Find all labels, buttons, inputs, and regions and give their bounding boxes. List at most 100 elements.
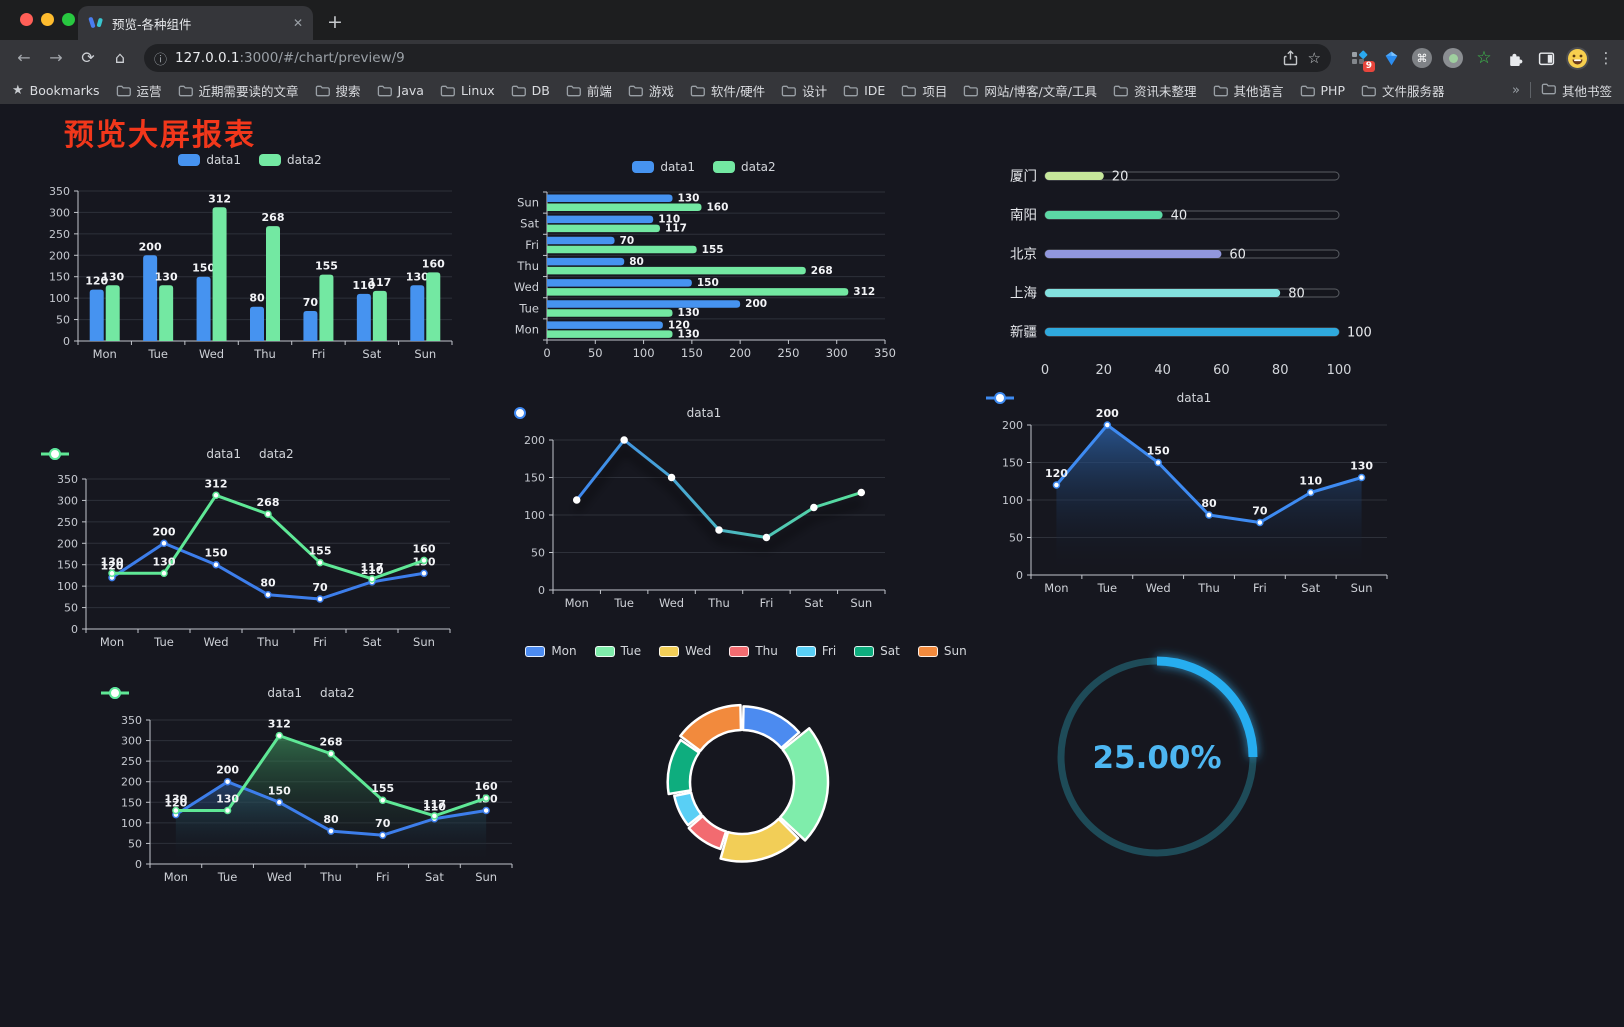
bar[interactable] — [303, 311, 318, 341]
bookmarks-label[interactable]: Bookmarks — [29, 82, 100, 98]
bar[interactable] — [250, 306, 264, 341]
back-button[interactable]: ← — [17, 48, 31, 67]
bar[interactable] — [319, 274, 334, 341]
extension-grid-icon[interactable]: 9 — [1349, 47, 1375, 72]
line-path[interactable] — [575, 438, 863, 539]
data-point[interactable] — [316, 558, 324, 567]
extension-gem-icon[interactable] — [1380, 47, 1402, 69]
bar[interactable] — [426, 272, 441, 341]
bar[interactable] — [105, 285, 120, 341]
data-point[interactable] — [482, 794, 490, 802]
bar[interactable] — [547, 266, 806, 275]
bookmark-folder-item[interactable]: 运营 — [116, 81, 162, 100]
legend-item-Sat[interactable]: Sat — [854, 644, 900, 658]
reload-button[interactable]: ⟳ — [81, 48, 95, 67]
data-point[interactable] — [160, 569, 168, 578]
data-point[interactable] — [316, 595, 324, 603]
bar[interactable] — [89, 289, 104, 341]
legend-item-Mon[interactable]: Mon — [525, 644, 577, 658]
bar[interactable] — [356, 293, 371, 341]
bookmark-folder-item[interactable]: DB — [511, 83, 550, 98]
legend-item-Sun[interactable]: Sun — [917, 644, 967, 658]
progress-fill[interactable] — [1045, 211, 1163, 219]
bar[interactable] — [547, 203, 702, 212]
data-point[interactable] — [1256, 518, 1264, 527]
extension-record-icon[interactable] — [1442, 47, 1464, 69]
data-point[interactable] — [1103, 421, 1112, 429]
bar[interactable] — [143, 255, 158, 341]
data-point[interactable] — [327, 749, 335, 758]
data-point[interactable] — [857, 488, 866, 497]
forward-button[interactable]: → — [49, 48, 63, 67]
address-bar[interactable]: ⓘ 127.0.0.1:3000/#/chart/preview/9 ☆ — [144, 44, 1331, 72]
chart-canvas[interactable]: 0 50 100 150 200 250 300 350 Mon Tue Wed Thu Fri Sat S… — [40, 145, 460, 367]
data-point[interactable] — [223, 806, 232, 815]
chart-canvas[interactable]: 厦门 20 南阳 40 北京 60 上海 80 新疆 100 0 20 40 60 80 100 — [995, 152, 1387, 396]
legend-item-data2[interactable]: data2 — [713, 160, 776, 174]
donut-segment-Mon[interactable] — [741, 705, 801, 750]
bookmark-folder-item[interactable]: 搜索 — [315, 81, 361, 100]
data-point[interactable] — [810, 503, 818, 512]
legend-item-data1[interactable]: data1 — [506, 406, 721, 420]
data-point[interactable] — [572, 496, 581, 504]
bookmark-star-icon[interactable]: ☆ — [1307, 49, 1321, 67]
legend-item-data1[interactable]: data1 — [178, 153, 241, 167]
home-button[interactable]: ⌂ — [114, 48, 126, 67]
chart-canvas[interactable]: 0 50 100 150 200 Mon Tue Wed Thu Fri Sat Sun — [505, 392, 903, 624]
data-point[interactable] — [368, 575, 376, 583]
extension-star-icon[interactable]: ☆ — [1476, 48, 1492, 68]
bar[interactable] — [547, 300, 741, 308]
extensions-puzzle-icon[interactable] — [1504, 47, 1526, 69]
data-point[interactable] — [378, 831, 387, 839]
new-tab-button[interactable]: + — [327, 11, 343, 33]
donut-segment-Tue[interactable] — [778, 727, 830, 842]
bookmark-folder-item[interactable]: 网站/博客/文章/工具 — [963, 81, 1097, 100]
progress-fill[interactable] — [1045, 328, 1339, 336]
chart-canvas[interactable]: 25.00% — [1040, 640, 1274, 874]
bar[interactable] — [547, 224, 660, 233]
bar[interactable] — [547, 330, 673, 338]
data-point[interactable] — [212, 560, 220, 569]
data-point[interactable] — [1306, 488, 1315, 497]
bookmark-folder-item[interactable]: 近期需要读的文章 — [178, 81, 299, 100]
tab-close-icon[interactable]: ✕ — [292, 16, 303, 30]
data-point[interactable] — [108, 569, 116, 578]
data-point[interactable] — [212, 491, 220, 500]
data-point[interactable] — [264, 590, 272, 599]
bookmark-folder-item[interactable]: Linux — [440, 83, 495, 98]
close-window-button[interactable] — [20, 13, 33, 26]
legend-item-data2[interactable]: data2 — [259, 153, 322, 167]
legend-item-data2[interactable]: data2 — [101, 686, 355, 700]
bar[interactable] — [547, 321, 663, 329]
bar[interactable] — [266, 226, 280, 341]
data-point[interactable] — [1154, 458, 1162, 467]
data-point[interactable] — [264, 510, 272, 518]
progress-fill[interactable] — [1045, 250, 1222, 258]
bookmark-folder-item[interactable]: 文件服务器 — [1361, 81, 1445, 100]
bar[interactable] — [372, 290, 387, 341]
data-point[interactable] — [715, 526, 723, 534]
bookmark-folder-item[interactable]: 前端 — [566, 81, 612, 100]
bar[interactable] — [547, 236, 615, 245]
bookmark-folder-item[interactable]: 游戏 — [628, 81, 674, 100]
bar[interactable] — [547, 279, 692, 287]
data-point[interactable] — [1052, 481, 1061, 489]
bar[interactable] — [547, 194, 673, 203]
bookmark-folder-item[interactable]: IDE — [843, 83, 885, 98]
legend-item-Wed[interactable]: Wed — [659, 644, 711, 658]
data-point[interactable] — [420, 556, 428, 565]
side-panel-icon[interactable] — [1535, 47, 1557, 69]
data-point[interactable] — [667, 473, 676, 482]
bookmark-folder-item[interactable]: 软件/硬件 — [690, 81, 765, 100]
share-icon[interactable] — [1283, 50, 1298, 66]
bookmarks-overflow-icon[interactable]: » — [1512, 82, 1520, 98]
extension-command-icon[interactable]: ⌘ — [1411, 47, 1433, 69]
bar[interactable] — [547, 245, 697, 254]
donut-segment-Sat[interactable] — [666, 738, 701, 796]
bookmark-folder-item[interactable]: 项目 — [901, 81, 947, 100]
minimize-window-button[interactable] — [41, 13, 54, 26]
progress-fill[interactable] — [1045, 289, 1281, 297]
bookmark-folder-item[interactable]: PHP — [1300, 83, 1345, 98]
other-bookmarks-folder[interactable]: 其他书签 — [1541, 81, 1612, 100]
